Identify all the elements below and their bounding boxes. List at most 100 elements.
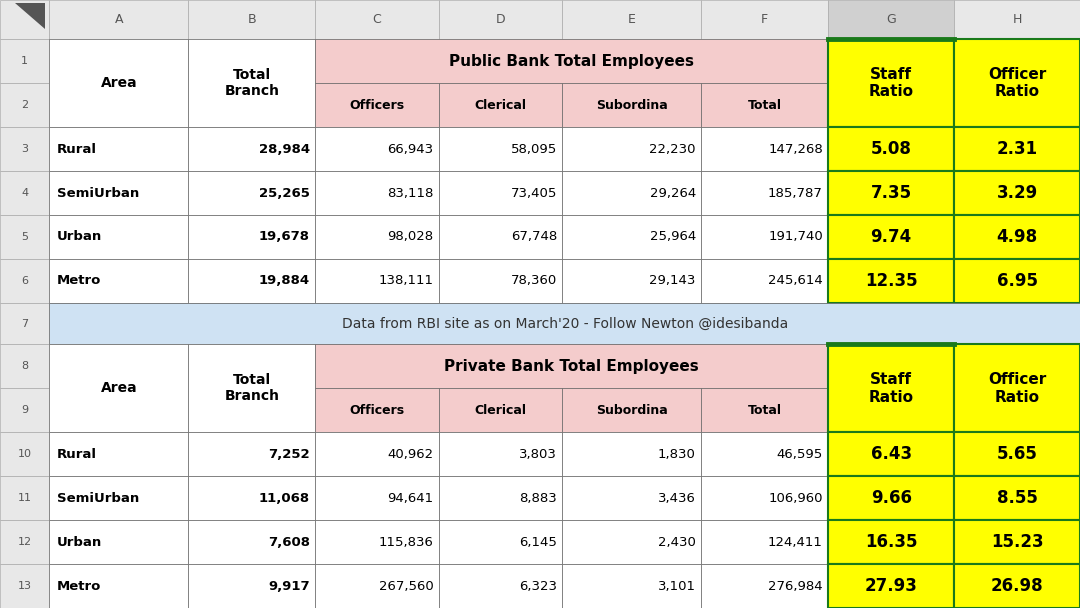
Bar: [438, 520, 563, 564]
Text: 8.55: 8.55: [997, 489, 1038, 507]
Text: 25,964: 25,964: [649, 230, 696, 243]
Bar: [828, 127, 954, 171]
Text: Rural: Rural: [57, 143, 97, 156]
Bar: [0, 215, 50, 259]
Bar: [828, 0, 954, 40]
Text: 2,430: 2,430: [658, 536, 696, 548]
Bar: [315, 171, 438, 215]
Bar: [0, 259, 50, 303]
Bar: [438, 127, 563, 171]
Text: 29,264: 29,264: [649, 187, 696, 199]
Bar: [563, 564, 701, 608]
Text: 1: 1: [22, 57, 28, 66]
Bar: [954, 171, 1080, 215]
Text: 9: 9: [22, 406, 28, 415]
Bar: [701, 215, 828, 259]
Bar: [701, 389, 828, 432]
Bar: [828, 432, 954, 476]
Text: 5.08: 5.08: [870, 140, 912, 158]
Text: 19,884: 19,884: [259, 274, 310, 288]
Text: A: A: [114, 13, 123, 26]
Text: 4.98: 4.98: [997, 228, 1038, 246]
Text: 83,118: 83,118: [387, 187, 433, 199]
Text: 138,111: 138,111: [378, 274, 433, 288]
Bar: [188, 259, 315, 303]
Text: Total
Branch: Total Branch: [225, 373, 280, 404]
Text: 78,360: 78,360: [511, 274, 557, 288]
Bar: [828, 476, 954, 520]
Bar: [50, 345, 188, 432]
Text: Urban: Urban: [57, 536, 103, 548]
Text: 98,028: 98,028: [388, 230, 433, 243]
Bar: [563, 476, 701, 520]
Text: 67,748: 67,748: [511, 230, 557, 243]
Bar: [0, 564, 50, 608]
Bar: [188, 432, 315, 476]
Bar: [50, 259, 188, 303]
Bar: [0, 127, 50, 171]
Text: 115,836: 115,836: [379, 536, 433, 548]
Text: 66,943: 66,943: [388, 143, 433, 156]
Bar: [0, 0, 50, 40]
Bar: [50, 432, 188, 476]
Text: 6.95: 6.95: [997, 272, 1038, 290]
Bar: [188, 0, 315, 40]
Text: 245,614: 245,614: [768, 274, 823, 288]
Text: 276,984: 276,984: [768, 579, 823, 593]
Bar: [0, 476, 50, 520]
Text: Officers: Officers: [350, 98, 405, 112]
Bar: [438, 259, 563, 303]
Bar: [315, 0, 438, 40]
Text: 12.35: 12.35: [865, 272, 918, 290]
Bar: [701, 127, 828, 171]
Bar: [701, 259, 828, 303]
Text: 8: 8: [22, 361, 28, 371]
Bar: [188, 171, 315, 215]
Bar: [701, 476, 828, 520]
Bar: [315, 40, 828, 83]
Bar: [954, 259, 1080, 303]
Text: SemiUrban: SemiUrban: [57, 492, 139, 505]
Bar: [50, 520, 188, 564]
Bar: [563, 0, 701, 40]
Bar: [0, 432, 50, 476]
Bar: [438, 171, 563, 215]
Text: 12: 12: [17, 537, 31, 547]
Text: 10: 10: [17, 449, 31, 459]
Bar: [50, 40, 188, 127]
Text: 7.35: 7.35: [870, 184, 912, 202]
Text: Metro: Metro: [57, 274, 102, 288]
Text: Public Bank Total Employees: Public Bank Total Employees: [449, 54, 694, 69]
Bar: [701, 83, 828, 127]
Bar: [701, 564, 828, 608]
Bar: [0, 345, 50, 389]
Bar: [954, 476, 1080, 520]
Bar: [188, 520, 315, 564]
Text: 58,095: 58,095: [511, 143, 557, 156]
Bar: [315, 520, 438, 564]
Text: Officer
Ratio: Officer Ratio: [988, 67, 1047, 100]
Text: 2.31: 2.31: [997, 140, 1038, 158]
Bar: [0, 40, 50, 83]
Text: 6: 6: [22, 276, 28, 286]
Text: Private Bank Total Employees: Private Bank Total Employees: [444, 359, 699, 374]
Bar: [828, 345, 954, 432]
Text: 8,883: 8,883: [519, 492, 557, 505]
Text: Total: Total: [747, 404, 782, 417]
Text: 6,323: 6,323: [519, 579, 557, 593]
Text: D: D: [496, 13, 505, 26]
Bar: [188, 345, 315, 432]
Bar: [0, 83, 50, 127]
Bar: [954, 520, 1080, 564]
Text: 73,405: 73,405: [511, 187, 557, 199]
Text: 94,641: 94,641: [388, 492, 433, 505]
Text: 2: 2: [22, 100, 28, 110]
Bar: [563, 520, 701, 564]
Text: H: H: [1012, 13, 1022, 26]
Bar: [315, 564, 438, 608]
Text: Metro: Metro: [57, 579, 102, 593]
Bar: [438, 389, 563, 432]
Text: 15.23: 15.23: [990, 533, 1043, 551]
Bar: [563, 127, 701, 171]
Bar: [315, 127, 438, 171]
